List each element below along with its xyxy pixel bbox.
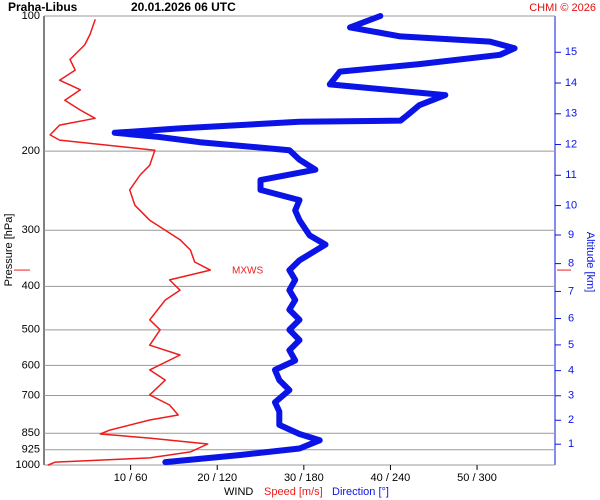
y-tick-label: 200: [22, 145, 40, 157]
x-tick-label: 40 / 240: [371, 472, 411, 484]
x-tick-label: 20 / 120: [197, 472, 237, 484]
x-tick-label: 10 / 60: [114, 472, 148, 484]
y-tick-label: 925: [22, 444, 40, 456]
y-tick-label: 700: [22, 389, 40, 401]
y2-tick-label: 10: [565, 199, 577, 211]
y2-tick-label: 8: [568, 258, 574, 270]
y-tick-label: 400: [22, 280, 40, 292]
y2-tick-label: 1: [568, 438, 574, 450]
y2-tick-label: 7: [568, 285, 574, 297]
y2-tick-label: 9: [568, 229, 574, 241]
y2-tick-label: 12: [565, 138, 577, 150]
y2-tick-label: 3: [568, 390, 574, 402]
y2-tick-label: 2: [568, 414, 574, 426]
y2-tick-label: 14: [565, 77, 577, 89]
y2-tick-label: 13: [565, 108, 577, 120]
y2-tick-label: 6: [568, 312, 574, 324]
y2-tick-label: 15: [565, 46, 577, 58]
y2-tick-label: 11: [565, 169, 576, 181]
credit: CHMI © 2026: [529, 2, 596, 14]
y-tick-label: 1000: [16, 459, 40, 471]
y-axis-label: Pressure [hPa]: [3, 214, 15, 287]
x-tick-label: 30 / 180: [284, 472, 324, 484]
y-tick-label: 850: [22, 427, 40, 439]
direction-line: [111, 13, 518, 466]
y-tick-label: 300: [22, 224, 40, 236]
max-wind-label: MXWS: [232, 266, 263, 277]
legend-direction: Direction [°]: [332, 486, 389, 498]
x-axis-label: WIND: [224, 486, 253, 498]
chart-subtitle: 20.01.2026 06 UTC: [131, 0, 236, 14]
x-tick-label: 50 / 300: [457, 472, 497, 484]
y-tick-label: 600: [22, 359, 40, 371]
y-tick-label: 500: [22, 324, 40, 336]
legend-speed: Speed [m/s]: [264, 486, 323, 498]
y-tick-label: 100: [22, 10, 40, 22]
chart-title: Praha-Libus: [8, 0, 78, 14]
y2-tick-label: 5: [568, 339, 574, 351]
y2-axis-label: Altitude [km]: [584, 232, 596, 293]
speed-line: [47, 19, 212, 466]
y2-tick-label: 4: [568, 365, 574, 377]
